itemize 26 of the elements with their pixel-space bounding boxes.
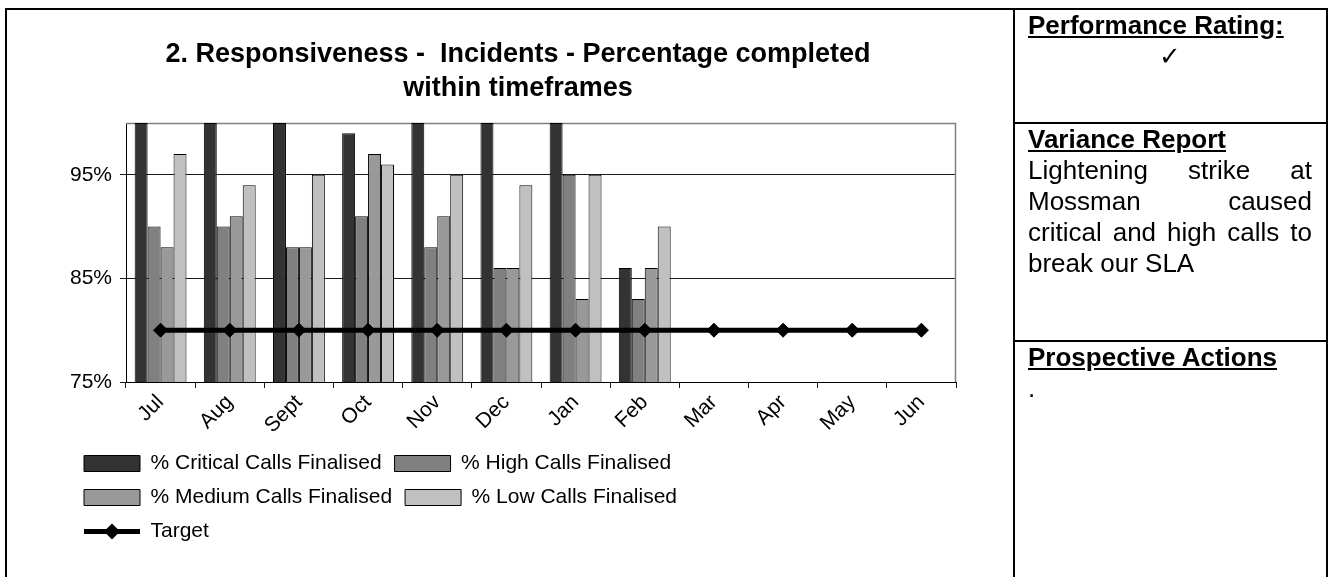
x-tick-label: Feb	[609, 389, 652, 432]
legend-label: % Low Calls Finalised	[471, 484, 677, 508]
legend-label: % Medium Calls Finalised	[150, 484, 393, 508]
text: Lightening strike at Mossman caused critical and high calls to break our SLA	[1028, 155, 1312, 279]
legend-label: % Critical Calls Finalised	[150, 450, 382, 474]
x-tick-label: May	[814, 389, 860, 434]
text: Variance Report	[1028, 124, 1227, 155]
x-tick-label: Nov	[401, 389, 445, 433]
x-tick-label: Jul	[132, 389, 168, 425]
x-tick-label: Jan	[542, 389, 583, 430]
x-tick-label: Mar	[679, 389, 721, 432]
x-tick-label: Oct	[335, 389, 376, 429]
legend-label: % High Calls Finalised	[461, 450, 672, 474]
legend-label: Target	[150, 518, 210, 542]
chart-title: 2. Responsiveness - Incidents - Percentage completed within timeframes	[164, 37, 872, 104]
text: Performance Rating:	[1028, 10, 1285, 41]
x-tick-label: Apr	[750, 389, 791, 429]
text: .	[1028, 373, 1037, 404]
y-tick-label: 95%	[69, 161, 112, 185]
y-tick-label: 85%	[69, 265, 112, 289]
x-tick-label: Dec	[470, 389, 514, 433]
x-tick-label: Jun	[888, 389, 929, 430]
y-tick-label: 75%	[69, 368, 112, 392]
text: Prospective Actions	[1028, 342, 1278, 373]
x-tick-label: Aug	[193, 389, 237, 433]
text: ✓	[1158, 41, 1182, 72]
